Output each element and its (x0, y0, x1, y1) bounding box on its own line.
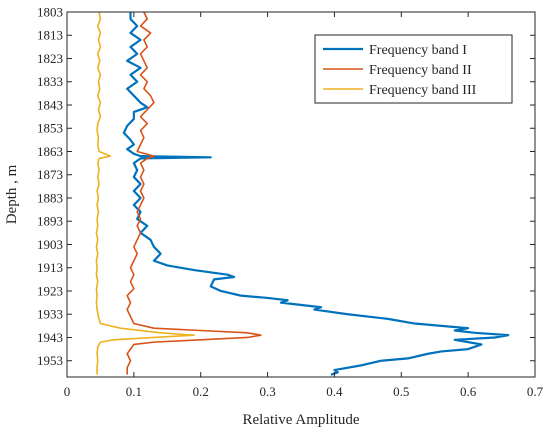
legend: Frequency band I Frequency band II Frequen… (314, 34, 513, 104)
x-tick-label: 0 (64, 384, 71, 399)
y-tick-label: 1953 (37, 353, 63, 368)
y-tick-label: 1843 (37, 97, 63, 112)
series-lines (95, 11, 510, 376)
legend-label: Frequency band I (369, 43, 467, 58)
y-tick-label: 1893 (37, 214, 63, 229)
y-axis-label: Depth , m (4, 164, 20, 224)
x-tick-label: 0.4 (326, 384, 343, 399)
series-line-1 (122, 12, 510, 376)
x-tick-label: 0.1 (126, 384, 142, 399)
y-tick-label: 1903 (37, 237, 63, 252)
x-tick-label: 0.3 (259, 384, 275, 399)
legend-label: Frequency band II (369, 63, 472, 78)
series-line-3 (95, 11, 195, 375)
series-line-2 (126, 11, 262, 375)
y-tick-label: 1923 (37, 283, 63, 298)
x-tick-label: 0.6 (460, 384, 477, 399)
y-tick-label: 1933 (37, 307, 63, 322)
plot-area-frame (66, 11, 536, 378)
y-tick-label: 1863 (37, 144, 63, 159)
y-tick-label: 1943 (37, 330, 63, 345)
axis-ticks: 0 0.1 0.2 0.3 0.4 0.5 0.6 0.7 1803 1813 1823 1833 18… (37, 5, 544, 400)
legend-label: Frequency band III (369, 83, 477, 98)
x-tick-label: 0.5 (393, 384, 409, 399)
x-tick-label: 0.2 (193, 384, 209, 399)
y-tick-label: 1803 (37, 5, 63, 20)
y-tick-label: 1823 (37, 51, 63, 66)
y-tick-label: 1853 (37, 121, 63, 136)
y-tick-label: 1833 (37, 74, 63, 89)
x-tick-label: 0.7 (527, 384, 544, 399)
y-tick-label: 1813 (37, 28, 63, 43)
y-tick-label: 1883 (37, 190, 63, 205)
y-tick-label: 1913 (37, 260, 63, 275)
y-tick-label: 1873 (37, 167, 63, 182)
x-axis-label: Relative Amplitude (242, 412, 359, 428)
